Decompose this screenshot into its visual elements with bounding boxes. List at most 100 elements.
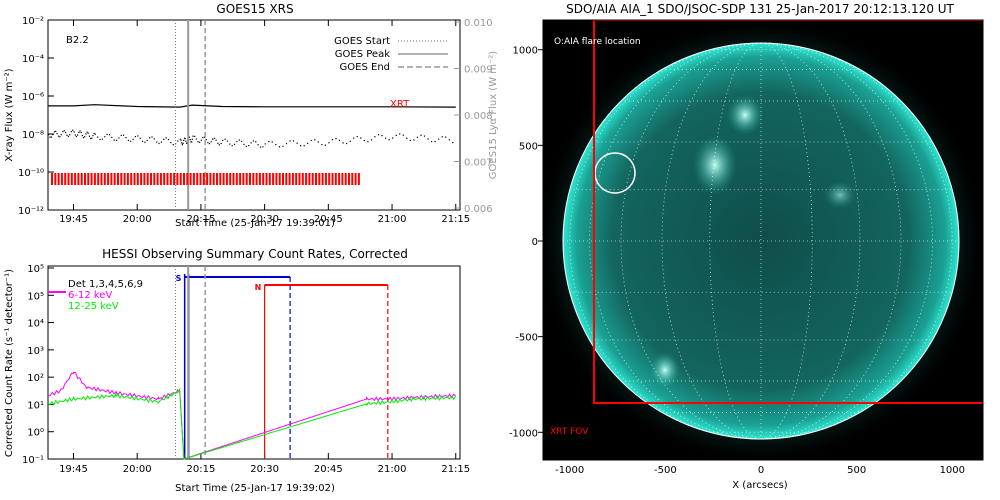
hessi-legend-label: Det 1,3,4,5,6,9: [68, 279, 143, 290]
goes-xrt-label: XRT: [390, 99, 410, 110]
goes-short-point: [144, 141, 146, 143]
goes-short-point: [72, 129, 74, 131]
grid-longitude-line: [589, 42, 762, 440]
aia-xlabel: X (arcsecs): [732, 480, 788, 491]
goes-xtick-label: 20:30: [250, 214, 279, 225]
xrt-bar: [318, 173, 321, 185]
xrt-bar: [341, 173, 344, 185]
xrt-fov-box: [593, 20, 983, 404]
goes-short-point: [86, 131, 88, 133]
aia-y-ticks: 1000 500 0 -500 -1000: [509, 46, 543, 439]
goes-short-point: [215, 139, 217, 141]
goes-short-point: [241, 140, 243, 142]
goes-short-point: [170, 142, 172, 144]
aia-ytick-label: -1000: [509, 428, 538, 439]
aia-fov-label: XRT FOV: [550, 427, 589, 437]
xrt-bar: [278, 173, 281, 185]
xrt-bar: [103, 173, 106, 185]
xrt-bar: [183, 173, 185, 185]
aia-sun-image: SDO/AIA AIA_1 SDO/JSOC-SDP 131 25-Jan-20…: [509, 2, 984, 491]
goes-y2tick-label: 0.009: [464, 65, 493, 76]
goes-title: GOES15 XRS: [216, 2, 293, 16]
goes-short-point: [285, 143, 288, 145]
goes-short-point: [205, 139, 207, 141]
goes-short-point: [130, 140, 132, 142]
goes-short-point: [97, 136, 99, 138]
xrt-bar: [265, 173, 268, 185]
goes-short-point: [111, 136, 113, 138]
goes-xtick-label: 20:00: [123, 214, 152, 225]
goes-short-point: [88, 135, 90, 137]
goes-short-point: [388, 139, 390, 141]
goes-short-point: [75, 135, 77, 138]
hessi-legend-label: 6-12 keV: [68, 290, 112, 301]
goes-short-point: [93, 132, 95, 135]
goes-short-point: [331, 139, 334, 141]
goes-y2-ticks: 0.010 0.009 0.008 0.007 0.006: [454, 18, 493, 215]
goes-short-point: [50, 136, 52, 138]
xrt-bar: [166, 173, 169, 185]
xrt-bar: [321, 173, 324, 185]
hessi-count-rate-chart: HESSI Observing Summary Count Rates, Cor…: [4, 247, 470, 494]
goes-xrs-chart: GOES15 XRS 19:45 20:00 20:15 20:30 20:45 21:0…: [4, 2, 499, 229]
xrt-bar: [77, 173, 80, 185]
xrt-bar: [57, 173, 60, 185]
goes-short-point: [423, 135, 426, 137]
xrt-bar: [308, 173, 311, 185]
xrt-bar: [113, 173, 116, 185]
xrt-bar: [351, 173, 354, 185]
goes-short-point: [195, 138, 197, 140]
sun-limb: [562, 42, 960, 440]
goes-short-point: [163, 138, 165, 140]
goes-short-point: [349, 140, 351, 142]
xrt-bar: [150, 173, 152, 185]
goes-short-point: [77, 134, 79, 136]
goes-y-ticks: 10⁻² 10⁻⁴ 10⁻⁶ 10⁻⁸ 10⁻¹⁰ 10⁻¹²: [18, 16, 54, 217]
goes-short-point: [392, 137, 394, 139]
goes-short-point: [210, 141, 212, 143]
heliographic-grid: [563, 42, 959, 440]
xrt-bar: [192, 173, 195, 185]
goes-short-point: [278, 146, 280, 148]
goes-short-point: [186, 142, 188, 144]
goes-short-point: [314, 139, 316, 141]
goes-short-point: [153, 138, 155, 140]
xrt-bar: [202, 173, 205, 185]
goes-short-point: [63, 130, 65, 132]
goes-ylabel: X-ray Flux (W m⁻²): [4, 68, 15, 161]
goes-short-point: [85, 133, 87, 135]
goes-short-point: [118, 137, 120, 139]
goes-short-point: [81, 135, 83, 137]
xrt-bar: [189, 173, 192, 185]
goes-short-point: [165, 137, 167, 139]
xrt-bar: [156, 173, 159, 185]
xrt-bar: [275, 173, 278, 185]
goes-short-point: [160, 141, 162, 143]
goes-short-point: [80, 131, 82, 134]
xrt-bar: [117, 173, 119, 185]
xrt-bar: [163, 173, 166, 185]
xrt-bar: [159, 173, 162, 185]
goes-short-point: [106, 133, 108, 135]
goes-short-point: [381, 135, 383, 137]
goes-short-point: [137, 135, 139, 137]
goes-short-point: [257, 144, 259, 146]
goes-legend-label: GOES Peak: [335, 49, 390, 60]
goes-short-point: [238, 139, 240, 141]
xrt-bar: [110, 173, 113, 185]
goes-short-point: [127, 139, 129, 142]
goes-short-point: [328, 142, 330, 144]
goes-short-point: [307, 142, 309, 144]
grid-longitude-line: [760, 42, 953, 440]
goes-ytick-label: 10⁻¹²: [18, 206, 44, 217]
goes-short-point: [236, 141, 238, 143]
goes-short-point: [413, 139, 415, 141]
xrt-bar: [328, 173, 331, 185]
xrt-bar: [357, 173, 360, 185]
goes-short-point: [69, 134, 71, 136]
goes-short-point: [92, 135, 94, 137]
goes-short-point: [181, 142, 183, 144]
goes-short-point: [55, 130, 57, 132]
goes-short-point: [74, 134, 76, 136]
goes-xtick-label: 21:15: [441, 214, 470, 225]
